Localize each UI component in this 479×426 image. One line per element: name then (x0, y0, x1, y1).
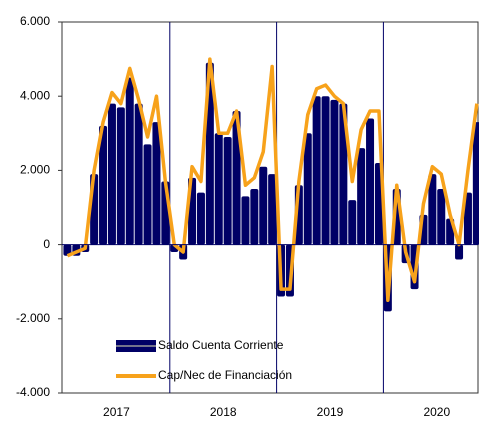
bar (125, 77, 134, 245)
bar (241, 196, 250, 245)
bar (428, 174, 437, 245)
bar (196, 192, 205, 245)
legend-label: Cap/Nec de Financiación (158, 368, 292, 382)
legend-label: Saldo Cuenta Corriente (158, 338, 284, 352)
y-tick-label: 6.000 (20, 14, 50, 28)
bar (99, 125, 108, 245)
bar (455, 244, 464, 260)
bar (330, 99, 339, 245)
x-tick-label: 2020 (423, 405, 450, 419)
x-tick-label: 2017 (103, 405, 130, 419)
bar (134, 103, 143, 245)
y-tick-label: -4.000 (16, 385, 50, 399)
y-tick-label: 4.000 (20, 88, 50, 102)
bar (321, 96, 330, 245)
bar (339, 103, 348, 245)
bar (116, 107, 125, 245)
line (66, 57, 479, 302)
bar (250, 188, 259, 245)
y-tick-label: 0 (43, 237, 50, 251)
bar (143, 144, 152, 245)
y-tick-label: -2.000 (16, 311, 50, 325)
bar (366, 118, 375, 245)
bar (214, 133, 223, 245)
bar (232, 111, 241, 245)
bar (259, 166, 268, 245)
bar (303, 133, 312, 245)
bar (223, 137, 232, 245)
bar (107, 103, 116, 245)
x-tick-label: 2019 (317, 405, 344, 419)
y-tick-label: 2.000 (20, 163, 50, 177)
x-tick-label: 2018 (210, 405, 237, 419)
bar (152, 122, 161, 245)
bar (437, 188, 446, 245)
bar (472, 122, 479, 245)
bar (463, 192, 472, 245)
bar (268, 174, 277, 245)
bar (357, 148, 366, 245)
bar (63, 244, 72, 256)
bar (312, 96, 321, 245)
bar (348, 200, 357, 245)
